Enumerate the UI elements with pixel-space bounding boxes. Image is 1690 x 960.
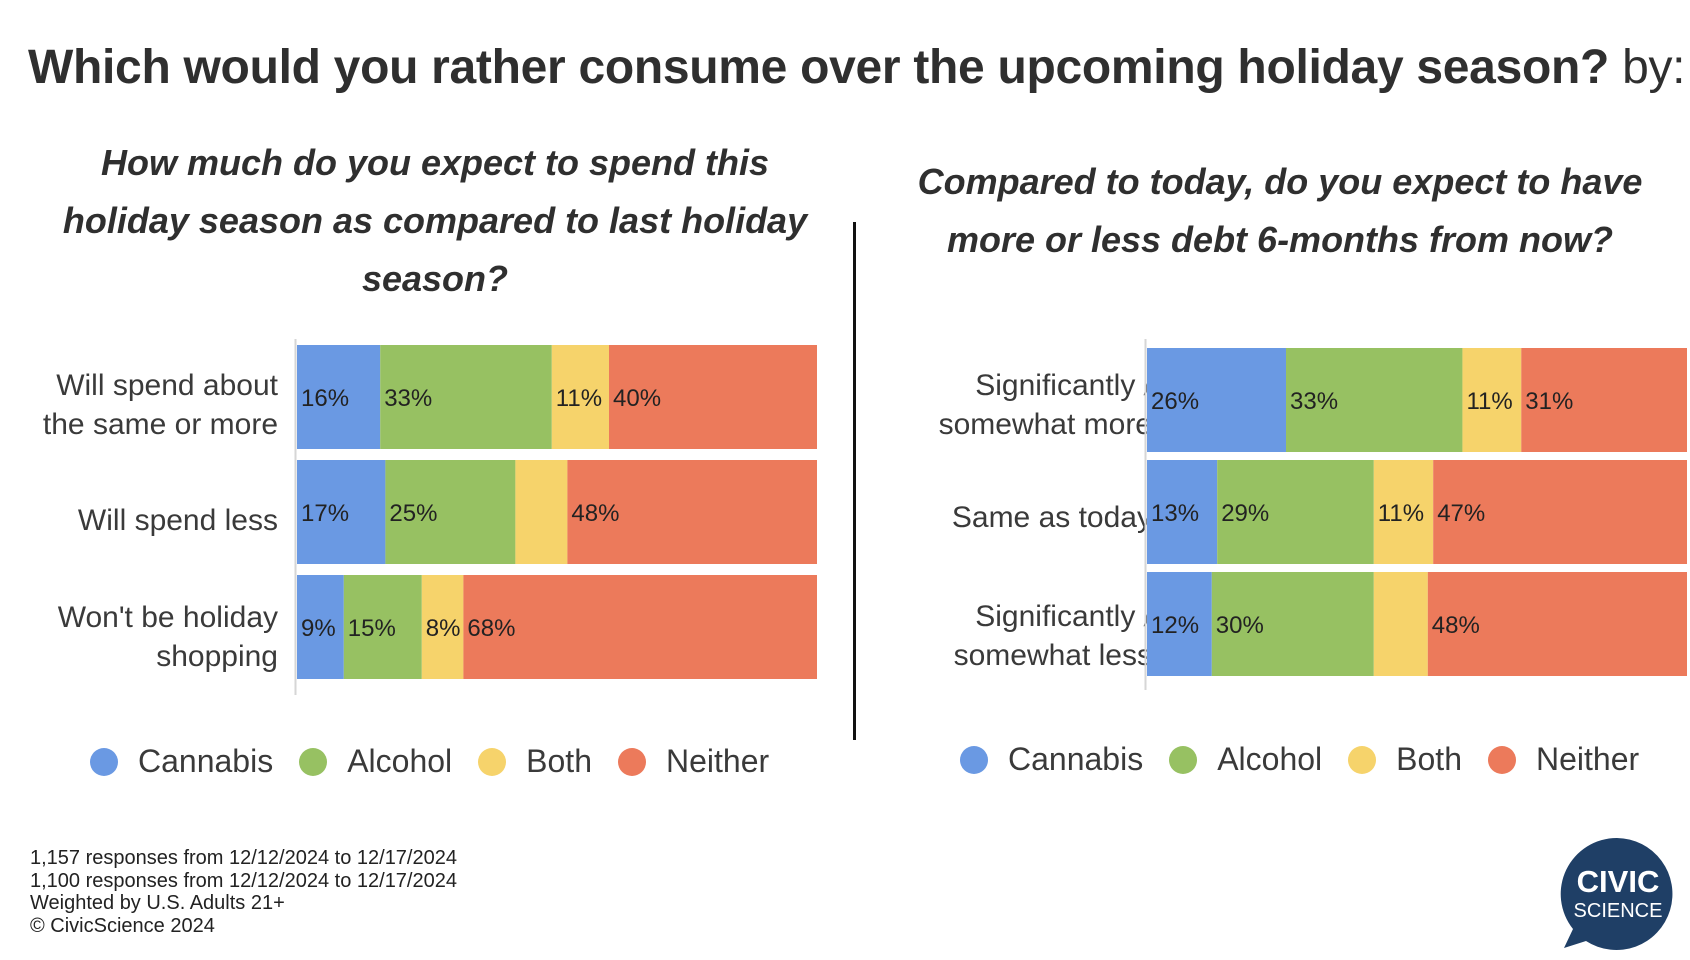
data-label: 11%: [556, 385, 602, 412]
bar-alcohol: [380, 345, 552, 449]
bar-cannabis: [297, 345, 381, 449]
bar-cannabis: [1147, 348, 1287, 452]
title-main: Which would you rather consume over the …: [28, 41, 1610, 94]
data-label: 8%: [426, 615, 461, 642]
bar-neither: [1433, 460, 1687, 564]
bar-cannabis: [297, 575, 344, 679]
page-title: Which would you rather consume over the …: [28, 40, 1686, 95]
chart-divider: [853, 222, 856, 740]
data-label: 31%: [1525, 388, 1573, 415]
left-stacked-bar-chart: Will spend about the same or more Will s…: [0, 339, 840, 705]
bar-alcohol: [1286, 348, 1463, 452]
bar-alcohol: [385, 460, 516, 564]
bar-both: [515, 460, 568, 564]
data-label: 48%: [571, 500, 619, 527]
data-label: 11%: [1466, 388, 1512, 415]
data-label: 33%: [384, 385, 432, 412]
bar-both: [1373, 572, 1428, 676]
bar-both: [421, 575, 464, 679]
logo-line2: SCIENCE: [1574, 900, 1663, 922]
logo-line1: CIVIC: [1577, 864, 1660, 899]
legend-swatch: [1487, 745, 1516, 774]
legend-label: Both: [526, 743, 592, 779]
legend-label: Both: [1396, 741, 1462, 777]
bar-cannabis: [1147, 572, 1212, 676]
row-label: Will spend less: [77, 504, 278, 537]
legend-label: Neither: [665, 743, 770, 779]
bar-neither: [1521, 348, 1687, 452]
legend-swatch: [1169, 745, 1198, 774]
bar-both: [551, 345, 609, 449]
data-label: 12%: [1151, 612, 1199, 639]
row-label: Won't be holiday shopping: [57, 601, 278, 673]
legend-swatch: [1348, 745, 1377, 774]
legend-swatch: [617, 747, 646, 776]
legend-swatch: [299, 747, 328, 776]
legend-item-neither: Neither: [1487, 741, 1640, 778]
bar-both: [1462, 348, 1522, 452]
legend-item-neither: Neither: [617, 743, 770, 780]
data-label: 48%: [1432, 612, 1480, 639]
legend-swatch: [90, 747, 118, 776]
legend-label: Cannabis: [1008, 741, 1144, 777]
right-chart-question: Compared to today, do you expect to have…: [917, 161, 1643, 260]
legend-item-alcohol: Alcohol: [1169, 741, 1322, 778]
bar-cannabis: [1147, 460, 1218, 564]
bar-neither: [609, 345, 817, 449]
bar-cannabis: [297, 460, 386, 564]
data-label: 29%: [1221, 500, 1269, 527]
logo-speech-bubble: [1560, 837, 1673, 950]
bar-plot-area: 16% 33% 11% 40% 17% 25% 48% 9% 15% 8% 68%: [294, 339, 817, 695]
legend-swatch: [960, 745, 988, 774]
legend-label: Cannabis: [138, 743, 274, 779]
data-label: 13%: [1151, 500, 1199, 527]
footnote-line: 1,157 responses from 12/12/2024 to 12/17…: [30, 847, 457, 869]
legend-swatch: [478, 747, 507, 776]
legend-item-cannabis: Cannabis: [960, 741, 1143, 778]
bar-plot-area: 26% 33% 11% 31% 13% 29% 11% 47% 12% 30% 48%: [1144, 339, 1687, 690]
bar-neither: [463, 575, 817, 679]
row-label: Will spend about the same or more: [42, 369, 278, 441]
data-label: 11%: [1378, 500, 1424, 527]
footnote-line: Weighted by U.S. Adults 21+: [30, 892, 285, 914]
data-label: 33%: [1290, 388, 1338, 415]
civicscience-logo: CIVIC SCIENCE: [1560, 837, 1673, 950]
data-label: 15%: [348, 615, 396, 642]
bar-both: [1373, 460, 1434, 564]
legend-label: Alcohol: [347, 743, 453, 779]
data-label: 26%: [1151, 388, 1199, 415]
right-legend: Cannabis Alcohol Both Neither: [960, 741, 1665, 778]
bar-alcohol: [1211, 572, 1374, 676]
data-label: 25%: [389, 500, 437, 527]
footnote-line: 1,100 responses from 12/12/2024 to 12/17…: [30, 869, 457, 892]
legend-item-both: Both: [478, 743, 592, 780]
legend-item-cannabis: Cannabis: [90, 743, 273, 780]
footnote-line: © CivicScience 2024: [30, 914, 215, 937]
left-chart-question: How much do you expect to spend this hol…: [62, 142, 808, 299]
right-stacked-bar-chart: Significantly / somewhat more Same as to…: [860, 339, 1690, 705]
row-label: Significantly / somewhat less: [953, 600, 1152, 672]
title-suffix: by:: [1622, 41, 1686, 94]
data-label: 16%: [301, 385, 349, 412]
data-label: 47%: [1437, 500, 1485, 527]
data-label: 9%: [301, 615, 336, 642]
legend-item-both: Both: [1348, 741, 1462, 778]
data-label: 30%: [1216, 612, 1264, 639]
bar-alcohol: [343, 575, 422, 679]
footnotes: 1,157 responses from 12/12/2024 to 12/17…: [30, 847, 457, 937]
data-label: 17%: [301, 500, 349, 527]
bar-alcohol: [1217, 460, 1374, 564]
bar-neither: [1427, 572, 1687, 676]
row-label: Same as today: [951, 501, 1152, 534]
row-label: Significantly / somewhat more: [938, 369, 1152, 441]
legend-item-alcohol: Alcohol: [299, 743, 452, 780]
left-legend: Cannabis Alcohol Both Neither: [90, 743, 795, 780]
legend-label: Neither: [1535, 741, 1640, 777]
data-label: 40%: [613, 385, 661, 412]
data-label: 68%: [467, 615, 515, 642]
legend-label: Alcohol: [1217, 741, 1323, 777]
bar-neither: [567, 460, 817, 564]
